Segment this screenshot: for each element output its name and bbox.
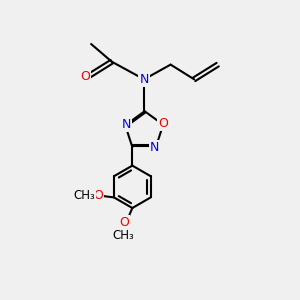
Text: N: N <box>150 141 159 154</box>
Text: N: N <box>140 73 149 86</box>
Text: O: O <box>80 70 90 83</box>
Text: N: N <box>122 118 131 131</box>
Text: O: O <box>119 216 129 229</box>
Text: CH₃: CH₃ <box>112 229 134 242</box>
Text: O: O <box>158 117 168 130</box>
Text: O: O <box>93 189 103 202</box>
Text: CH₃: CH₃ <box>73 189 95 203</box>
